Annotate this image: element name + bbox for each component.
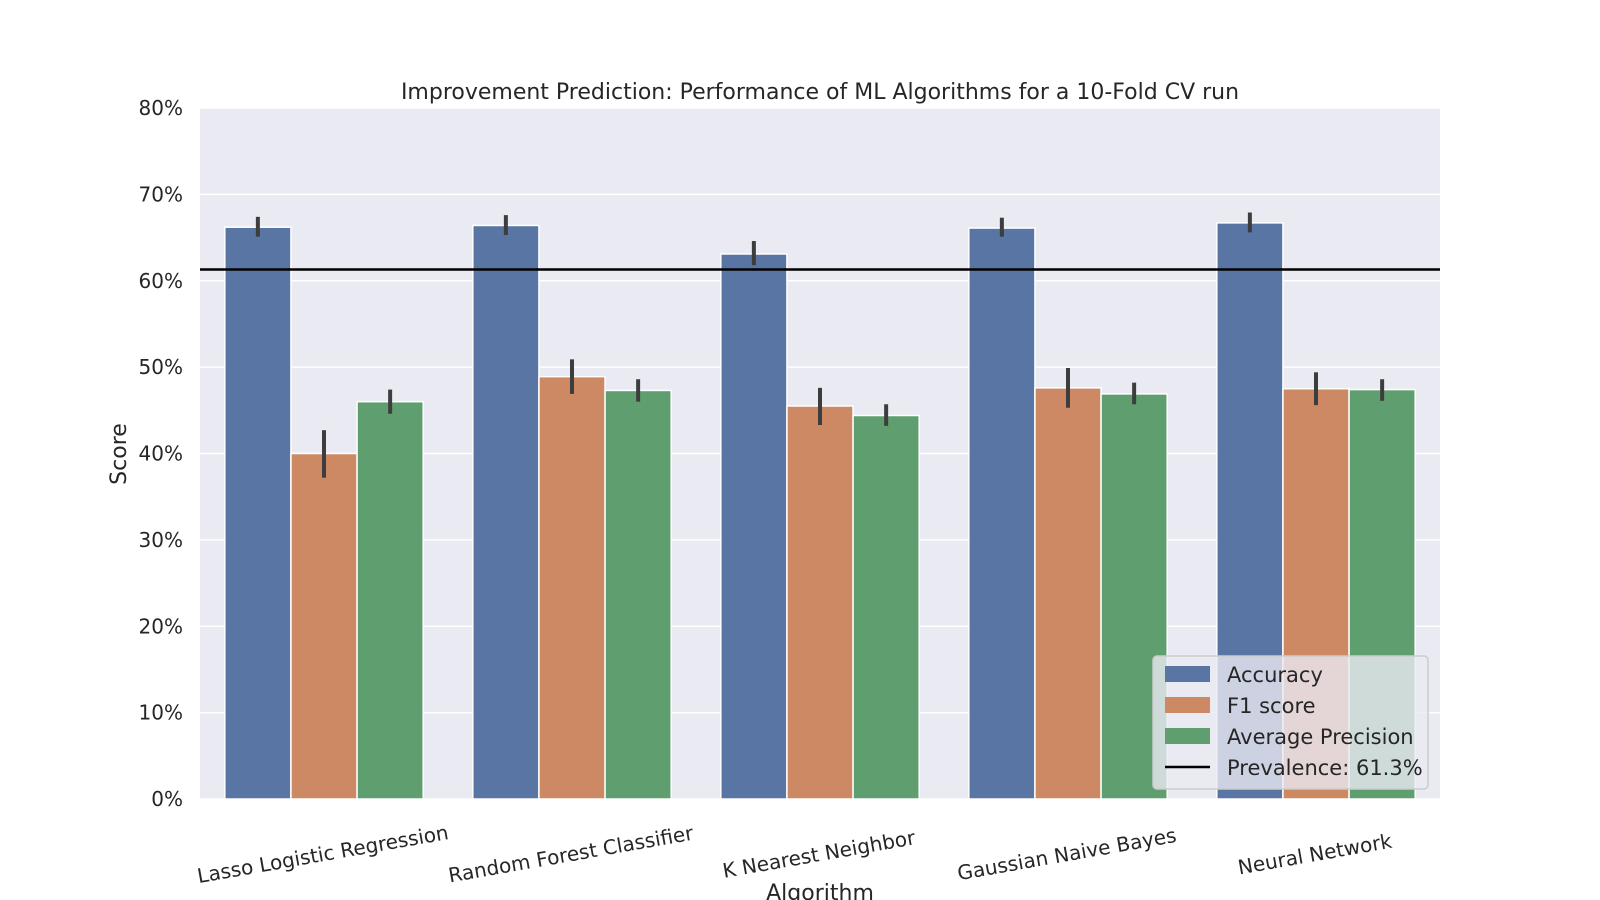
y-tick-label: 80% <box>139 96 183 120</box>
bar-accuracy-gaussian-naive-bayes <box>968 227 1036 800</box>
y-tick-label: 40% <box>139 442 183 466</box>
bar-accuracy-random-forest-classifier <box>472 224 540 800</box>
legend-label-average-precision: Average Precision <box>1227 725 1414 749</box>
legend-swatch-f1-score <box>1165 697 1210 713</box>
legend-label-accuracy: Accuracy <box>1227 663 1323 687</box>
bar-accuracy-k-nearest-neighbor <box>720 253 788 800</box>
bar-f1-score-lasso-logistic-regression <box>290 452 358 800</box>
y-tick-label: 70% <box>139 182 183 206</box>
x-tick-label-neural-network: Neural Network <box>1236 829 1394 880</box>
legend-box <box>1152 655 1429 790</box>
bar-average-precision-random-forest-classifier <box>604 389 672 800</box>
y-axis-ticks: 0% 10% 20% 30% 40% 50% 60% 70% 80% <box>139 96 183 811</box>
bar-f1-score-random-forest-classifier <box>538 375 606 800</box>
x-tick-label-k-nearest-neighbor: K Nearest Neighbor <box>721 825 918 883</box>
y-tick-label: 20% <box>139 614 183 638</box>
legend: Accuracy F1 score Average Precision Prev… <box>1152 655 1429 790</box>
y-tick-label: 30% <box>139 528 183 552</box>
y-tick-label: 0% <box>151 787 183 811</box>
y-axis-title: Score <box>107 423 132 485</box>
legend-label-prevalence: Prevalence: 61.3% <box>1227 756 1423 780</box>
bar-average-precision-lasso-logistic-regression <box>356 400 424 800</box>
x-axis-title: Algorithm <box>766 881 874 900</box>
bar-average-precision-k-nearest-neighbor <box>852 414 920 800</box>
chart-title: Improvement Prediction: Performance of M… <box>401 80 1239 105</box>
bar-accuracy-lasso-logistic-regression <box>224 226 292 800</box>
y-tick-label: 10% <box>139 701 183 725</box>
y-tick-label: 50% <box>139 355 183 379</box>
legend-label-f1-score: F1 score <box>1227 694 1316 718</box>
legend-swatch-accuracy <box>1165 666 1210 682</box>
x-tick-label-gaussian-naive-bayes: Gaussian Naive Bayes <box>955 823 1178 885</box>
error-bars <box>255 212 1385 478</box>
bar-f1-score-k-nearest-neighbor <box>786 405 854 800</box>
y-tick-label: 60% <box>139 269 183 293</box>
x-tick-label-random-forest-classifier: Random Forest Classifier <box>446 821 695 888</box>
legend-swatch-average-precision <box>1165 728 1210 744</box>
x-tick-label-lasso-logistic-regression: Lasso Logistic Regression <box>195 820 450 888</box>
bar-f1-score-gaussian-naive-bayes <box>1034 387 1102 800</box>
